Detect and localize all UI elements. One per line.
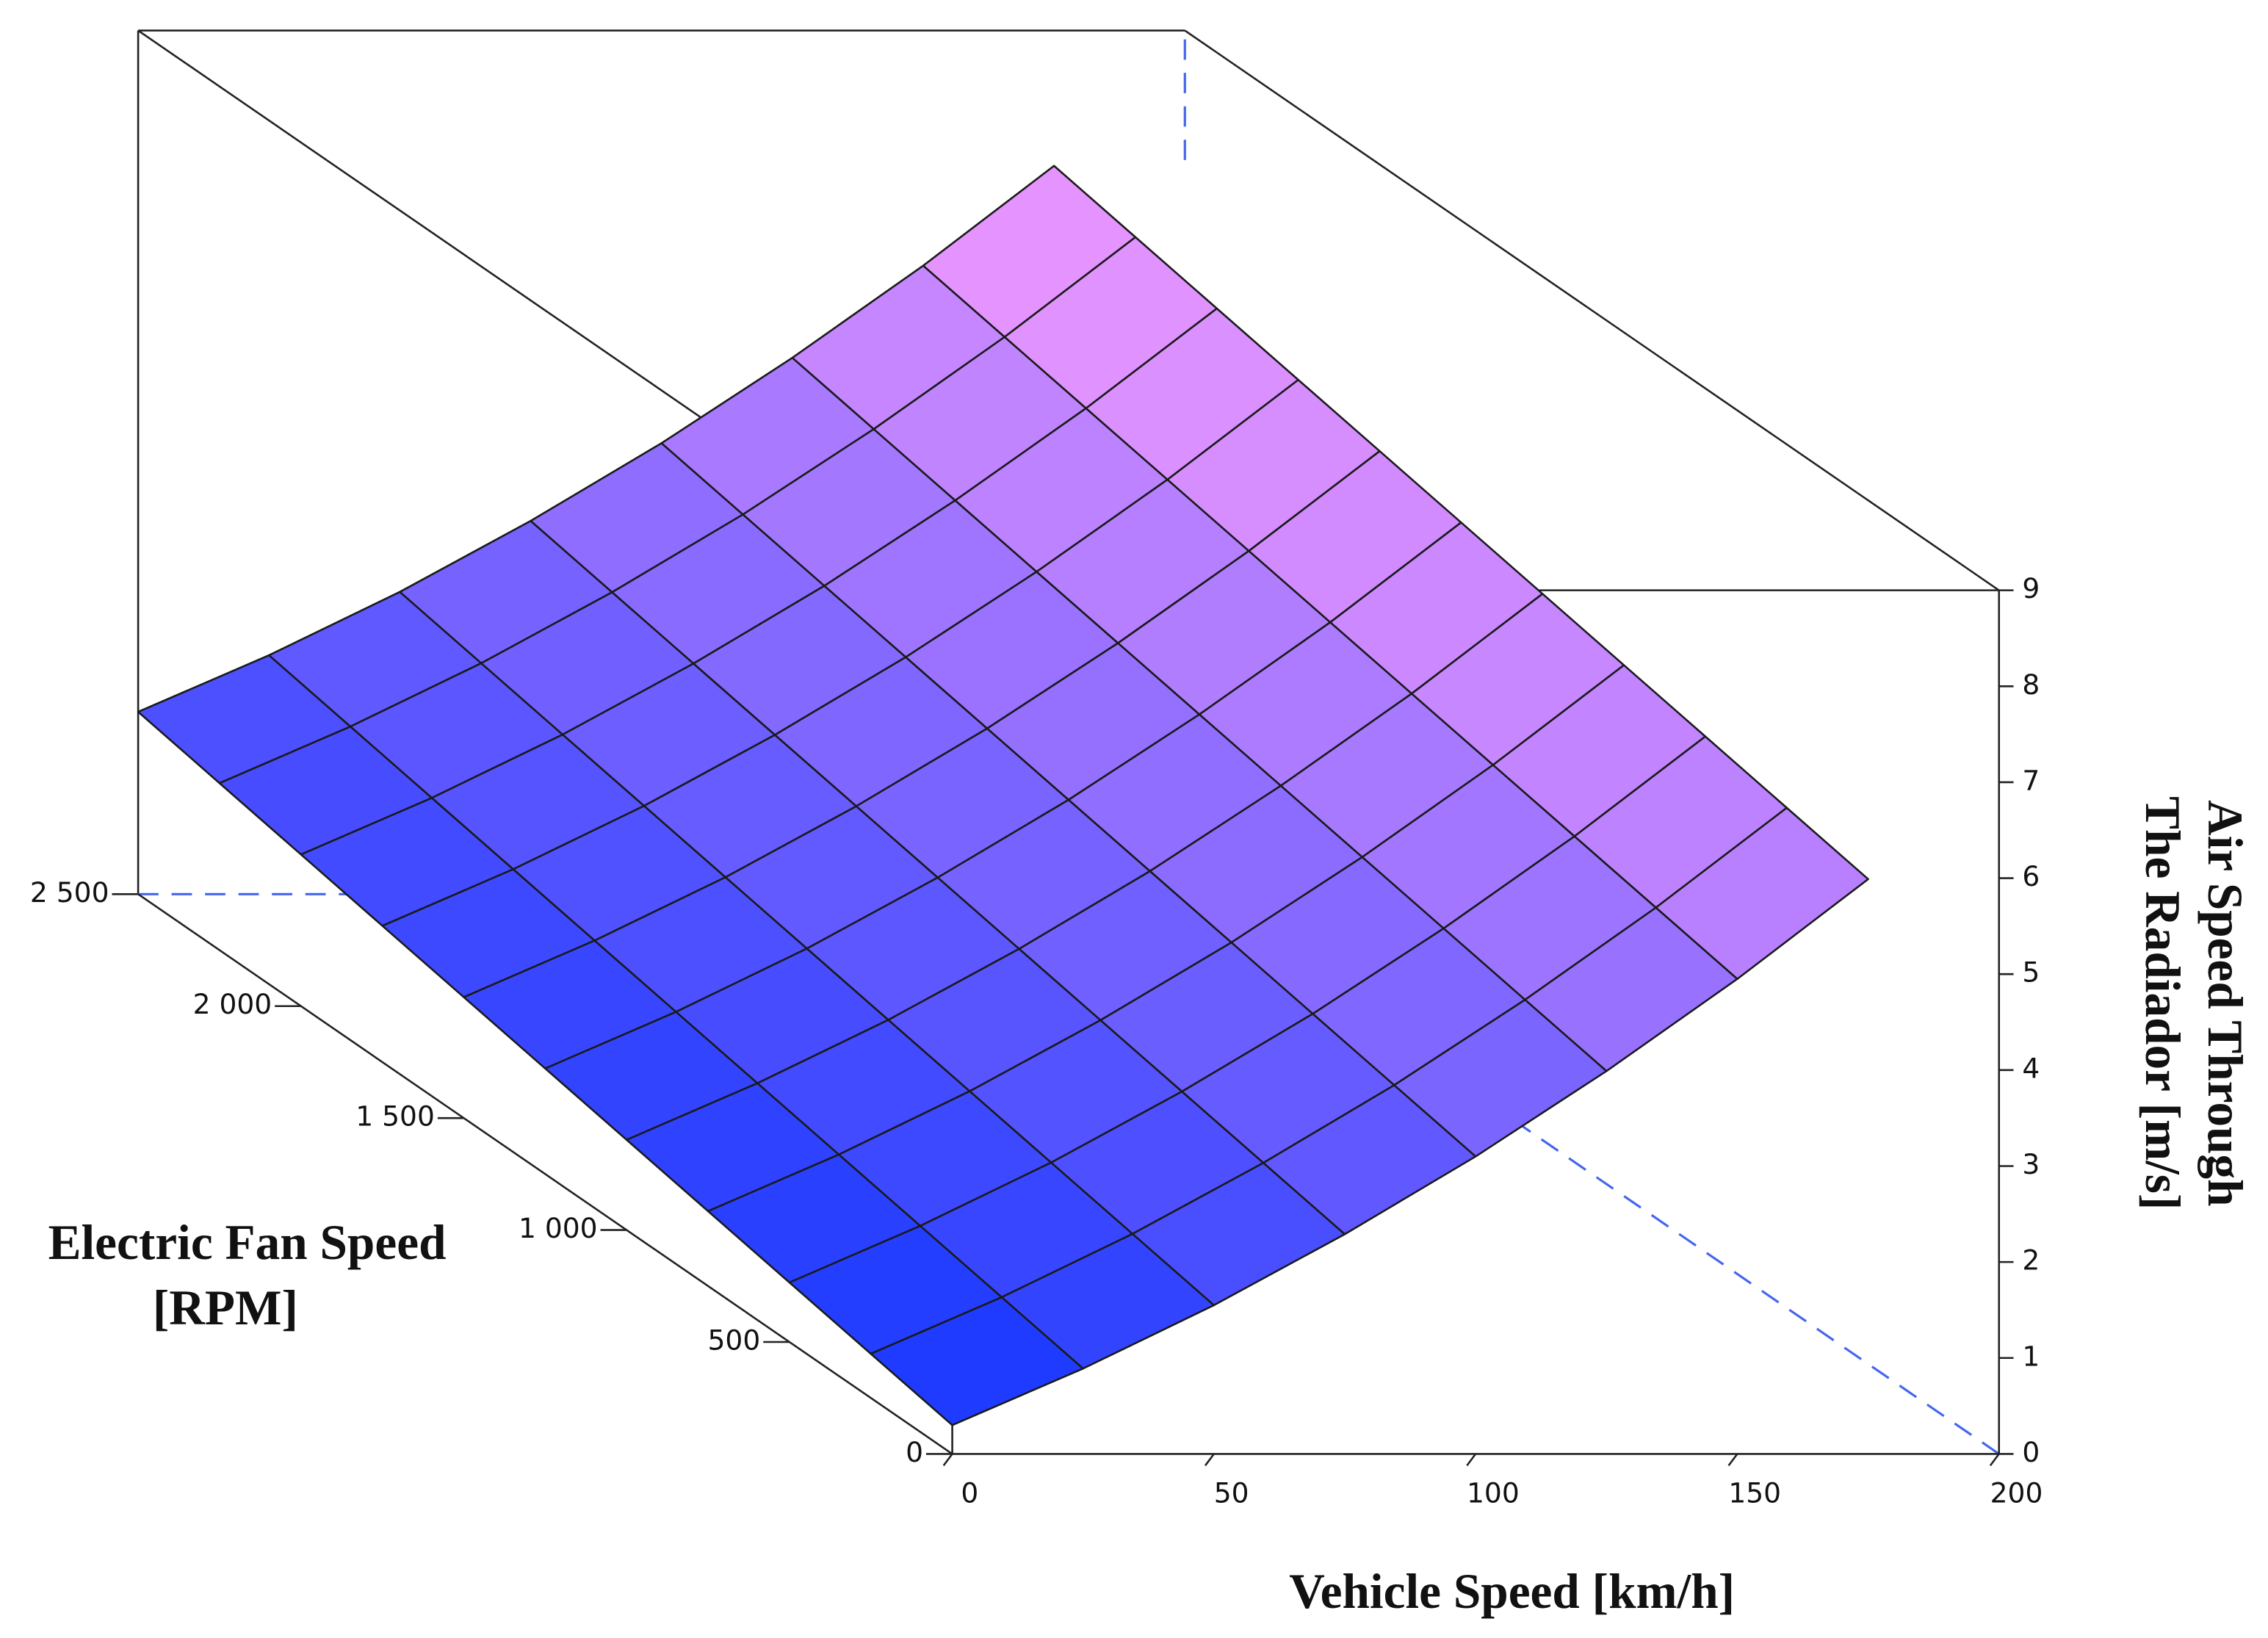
labels: Vehicle Speed [km/h] Electric Fan Speed … — [48, 796, 2253, 1619]
x-tick — [1989, 1453, 2000, 1467]
y-axis-label: [RPM] — [153, 1280, 298, 1335]
z-tick-label: 6 — [2022, 860, 2040, 892]
x-tick — [1204, 1453, 1215, 1467]
y-tick-label: 500 — [708, 1324, 761, 1356]
z-tick-label: 0 — [2022, 1436, 2040, 1468]
y-tick-label: 2 500 — [30, 876, 109, 909]
x-axis-label: Vehicle Speed [km/h] — [1289, 1564, 1735, 1619]
x-tick-label: 200 — [1990, 1476, 2043, 1509]
z-tick-label: 3 — [2022, 1148, 2040, 1180]
surface-patch — [1655, 807, 1869, 981]
x-tick-label: 50 — [1214, 1476, 1249, 1509]
y-axis — [137, 893, 953, 1455]
z-axis-label: Air Speed Through — [2197, 800, 2253, 1206]
y-axis-label: Electric Fan Speed — [48, 1215, 447, 1270]
box-edge — [1184, 29, 2000, 591]
z-tick-label: 7 — [2022, 764, 2040, 796]
z-tick-label: 5 — [2022, 956, 2040, 989]
x-tick — [1727, 1453, 1738, 1467]
z-tick-label: 2 — [2022, 1244, 2040, 1277]
z-tick-label: 4 — [2022, 1052, 2040, 1084]
z-tick-label: 1 — [2022, 1340, 2040, 1372]
z-tick-label: 8 — [2022, 668, 2040, 701]
z-tick-label: 9 — [2022, 572, 2040, 605]
x-tick — [942, 1453, 953, 1467]
y-tick-label: 1 500 — [355, 1100, 435, 1133]
y-tick-label: 0 — [906, 1436, 923, 1468]
y-tick-label: 2 000 — [193, 988, 272, 1020]
x-tick-label: 0 — [961, 1476, 978, 1509]
x-tick-label: 100 — [1467, 1476, 1520, 1509]
z-axis-label: The Radiador [m/s] — [2135, 796, 2190, 1210]
y-tick-label: 1 000 — [519, 1212, 598, 1244]
x-tick — [1466, 1453, 1477, 1467]
x-tick-label: 150 — [1728, 1476, 1781, 1509]
